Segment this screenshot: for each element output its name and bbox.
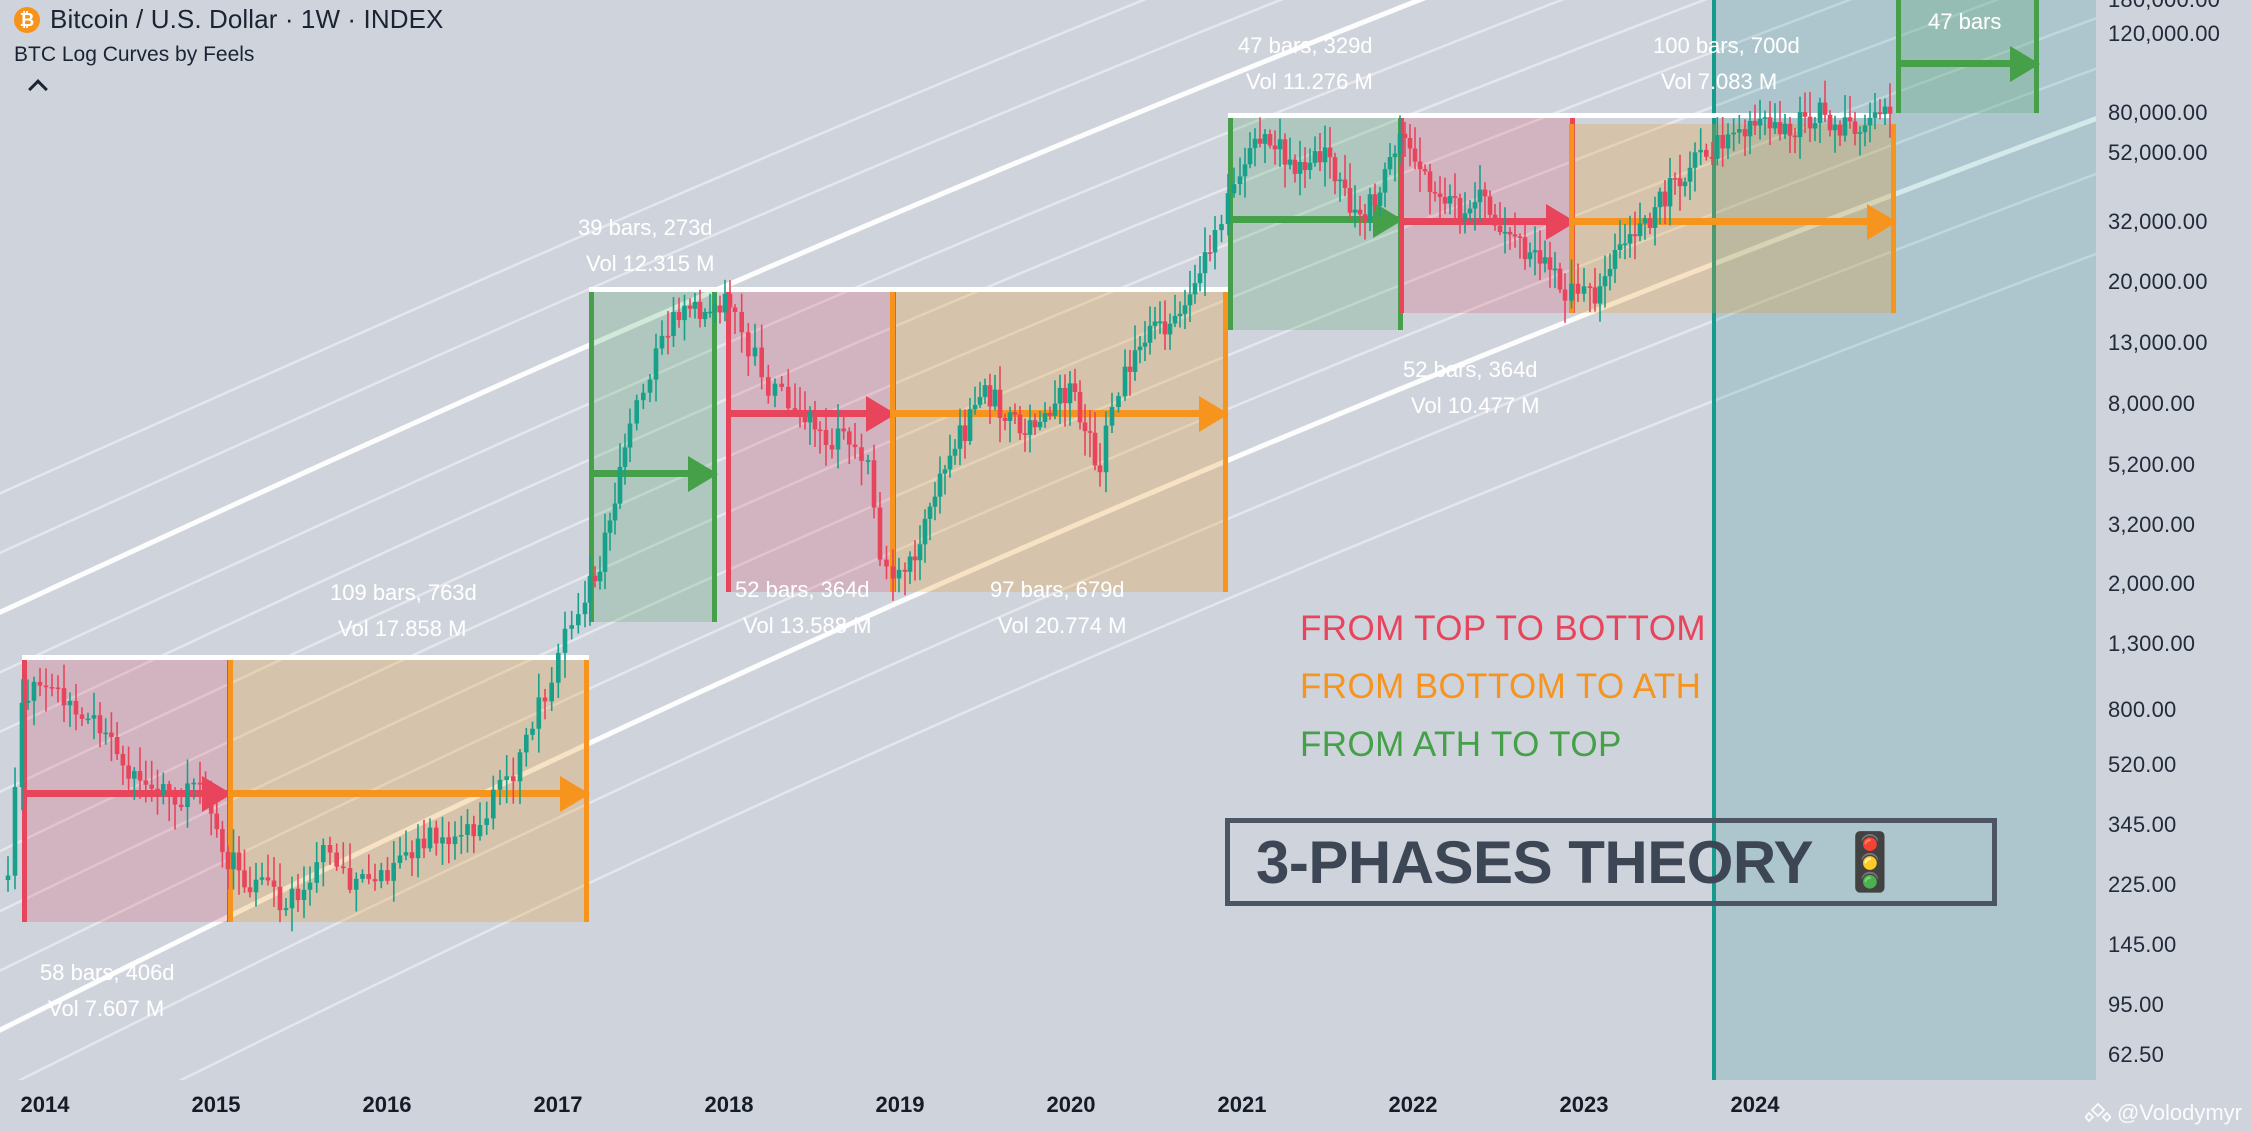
measure-bars-label: 97 bars, 679d — [990, 577, 1125, 602]
price-tick: 120,000.00 — [2108, 21, 2221, 46]
log-curve-band — [0, 0, 2096, 1080]
time-tick: 2020 — [1046, 1092, 1096, 1117]
measure-6: 47 bars, 329d Vol 11.276 M — [1238, 28, 1373, 100]
measure-8: 100 bars, 700d Vol 7.083 M — [1653, 28, 1800, 100]
time-tick: 2015 — [191, 1092, 241, 1117]
measure-2: 109 bars, 763d Vol 17.858 M — [330, 575, 477, 647]
watermark: @Volodymyr — [2084, 1100, 2242, 1126]
time-tick: 2022 — [1388, 1092, 1438, 1117]
chevron-up-icon[interactable] — [28, 77, 50, 91]
symbol-title: Bitcoin / U.S. Dollar · 1W · INDEX — [50, 4, 444, 34]
measure-3: 39 bars, 273d Vol 12.315 M — [578, 210, 714, 282]
phase-box-bottom-to-ath-2[interactable] — [890, 292, 1228, 592]
ath-line-2 — [589, 287, 1229, 292]
price-tick: 800.00 — [2108, 697, 2177, 722]
candlestick-series — [5, 80, 1893, 932]
price-tick: 145.00 — [2108, 932, 2177, 957]
measure-bars-label: 52 bars, 364d — [735, 577, 870, 602]
measure-volume-label: Vol 17.858 M — [338, 616, 467, 641]
measure-9: 47 bars — [1928, 4, 2001, 40]
legend-item-top-to-bottom: FROM TOP TO BOTTOM — [1300, 609, 1706, 648]
time-tick: 2024 — [1730, 1092, 1780, 1117]
theory-banner-title: 3-PHASES THEORY — [1256, 828, 1814, 896]
time-tick: 2019 — [875, 1092, 925, 1117]
diamond-logo-icon — [2084, 1102, 2111, 1123]
measure-bars-label: 47 bars, 329d — [1238, 33, 1373, 58]
chart-plot-area[interactable]: 58 bars, 406d Vol 7.607 M 109 bars, 763d Vo… — [0, 0, 2096, 1080]
time-tick: 2016 — [362, 1092, 412, 1117]
traffic-light-icon: 🚦 — [1835, 830, 1905, 893]
measure-bars-label: 39 bars, 273d — [578, 215, 713, 240]
price-axis[interactable]: 180,000.00 120,000.00 80,000.00 52,000.00 32… — [2096, 0, 2252, 1080]
price-tick: 1,300.00 — [2108, 631, 2196, 656]
watermark-handle: @Volodymyr — [2116, 1100, 2242, 1125]
measure-1: 58 bars, 406d Vol 7.607 M — [40, 955, 175, 1027]
measure-volume-label: Vol 7.083 M — [1661, 69, 1778, 94]
measure-bars-label: 58 bars, 406d — [40, 960, 175, 985]
price-tick: 3,200.00 — [2108, 512, 2196, 537]
measure-4: 52 bars, 364d Vol 13.588 M — [735, 572, 871, 644]
phase-arrow-6 — [1231, 201, 1403, 238]
measure-volume-label: Vol 10.477 M — [1411, 393, 1540, 418]
projection-region — [1712, 0, 2096, 1080]
price-tick: 225.00 — [2108, 872, 2177, 897]
measure-bars-label: 100 bars, 700d — [1653, 33, 1800, 58]
phase-arrow-3 — [592, 455, 718, 492]
measure-volume-label: Vol 7.607 M — [48, 996, 165, 1021]
bitcoin-icon: ₿ — [14, 6, 40, 33]
symbol-row[interactable]: ₿ Bitcoin / U.S. Dollar · 1W · INDEX — [14, 4, 443, 35]
measure-bars-label: 47 bars — [1928, 9, 2002, 34]
measure-7: 52 bars, 364d Vol 10.477 M — [1403, 352, 1539, 424]
phase-arrow-8 — [1573, 203, 1897, 240]
time-tick: 2017 — [533, 1092, 583, 1117]
measure-volume-label: Vol 13.588 M — [743, 613, 872, 638]
theory-banner: 3-PHASES THEORY 🚦 — [1225, 818, 1997, 906]
price-tick: 80,000.00 — [2108, 100, 2208, 125]
legend-item-bottom-to-ath: FROM BOTTOM TO ATH — [1300, 667, 1702, 706]
price-tick: 5,200.00 — [2108, 452, 2196, 477]
time-axis[interactable]: 2014 2015 2016 2017 2018 2019 2020 2021 2022 2023… — [0, 1080, 2252, 1132]
measure-bars-label: 109 bars, 763d — [330, 580, 477, 605]
legend-item-ath-to-top: FROM ATH TO TOP — [1300, 725, 1622, 764]
study-title: BTC Log Curves by Feels — [14, 43, 255, 66]
price-tick: 2,000.00 — [2108, 571, 2196, 596]
time-tick: 2023 — [1559, 1092, 1609, 1117]
price-tick: 52,000.00 — [2108, 140, 2208, 165]
phase-box-ath-to-top-projection[interactable] — [1896, 0, 2039, 113]
ath-line-3 — [1228, 113, 1890, 118]
time-tick: 2014 — [20, 1092, 70, 1117]
measure-volume-label: Vol 11.276 M — [1246, 69, 1373, 94]
price-tick: 20,000.00 — [2108, 269, 2208, 294]
measure-bars-label: 52 bars, 364d — [1403, 357, 1538, 382]
price-tick: 13,000.00 — [2108, 330, 2208, 355]
price-tick: 345.00 — [2108, 812, 2177, 837]
ath-line-1 — [22, 655, 589, 660]
measure-5: 97 bars, 679d Vol 20.774 M — [990, 572, 1126, 644]
price-tick: 8,000.00 — [2108, 391, 2196, 416]
price-tick: 95.00 — [2108, 992, 2165, 1017]
price-tick: 520.00 — [2108, 752, 2177, 777]
measure-volume-label: Vol 20.774 M — [998, 613, 1127, 638]
phase-legend: FROM TOP TO BOTTOM FROM BOTTOM TO ATH FR… — [1300, 600, 1706, 774]
chart-header: ₿ Bitcoin / U.S. Dollar · 1W · INDEX BTC… — [14, 4, 443, 91]
time-tick: 2021 — [1217, 1092, 1267, 1117]
phase-arrow-2 — [232, 775, 590, 812]
price-tick: 180,000.00 — [2108, 0, 2220, 13]
time-tick: 2018 — [704, 1092, 754, 1117]
price-tick: 32,000.00 — [2108, 209, 2208, 234]
measure-volume-label: Vol 12.315 M — [586, 251, 715, 276]
price-tick: 62.50 — [2108, 1042, 2165, 1067]
phase-arrow-9 — [1899, 45, 2040, 82]
